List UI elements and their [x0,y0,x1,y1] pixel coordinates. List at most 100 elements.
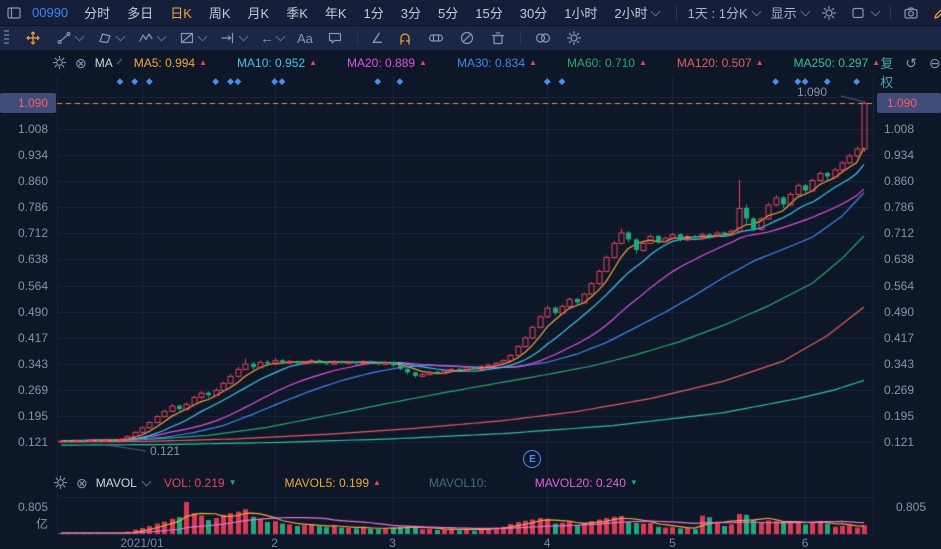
undo-icon[interactable]: ↺ [905,54,917,71]
event-marker-icon[interactable]: ◆ [374,76,382,86]
ma-chip-ma5[interactable]: MA5: 0.994 ▲ [134,56,207,70]
layout-window-icon[interactable] [6,4,22,22]
chevron-down-icon [751,6,762,16]
ma-settings-gear-icon[interactable] [52,55,67,71]
ma-chip-ma20[interactable]: MA20: 0.889 ▲ [347,56,427,70]
price-axis-label: 0.121 [17,435,48,449]
period-tab-1小时[interactable]: 1小时 [564,6,598,21]
comment-tool-icon[interactable] [326,29,344,47]
top-toolbar-right: 1天 : 1分K 显示 F10 [675,3,941,22]
delete-drawing-icon[interactable] [489,29,507,47]
event-marker-icon[interactable]: ◆ [278,76,286,86]
event-marker-icon[interactable]: ◆ [543,76,551,86]
price-axis-label: 0.860 [884,174,915,189]
event-marker-icon[interactable]: ◆ [212,76,220,86]
aggregation-select[interactable]: 1天 : 1分K [688,3,762,22]
draw-settings-gear-icon[interactable] [565,29,583,47]
period-tab-30分[interactable]: 30分 [519,6,548,21]
event-marker-icon[interactable]: ◆ [116,76,124,86]
ma-chip-ma30[interactable]: MA30: 0.834 ▲ [457,56,537,70]
event-marker-icon[interactable]: ◆ [801,76,809,86]
period-tab-季K[interactable]: 季K [286,6,308,21]
zoom-out-icon[interactable]: ⊖ [928,54,941,71]
event-marker-icon[interactable]: ◆ [396,76,404,86]
chart-settings-gear-icon[interactable] [820,4,838,22]
vol-chip-mavol5[interactable]: MAVOL5: 0.199 ▲ [285,476,381,490]
candle-style-icon [849,4,867,22]
ma-close-icon[interactable]: ⊗ [75,54,87,71]
vol-chip-mavol10[interactable]: MAVOL10: [429,476,487,490]
chevron-down-icon [197,31,208,42]
band-tool-icon[interactable] [427,29,445,47]
wave-tool[interactable] [137,29,167,47]
chevron-down-icon [275,31,286,42]
vol-chip-vol[interactable]: VOL: 0.219 ▼ [164,476,237,490]
indicator-value: MAVOL5: 0.199 [284,475,370,490]
ma-chip-ma10[interactable]: MA10: 0.952 ▲ [237,56,317,70]
arrow-tool[interactable]: ← [260,31,286,45]
angle-tool-icon[interactable]: ∠ [370,30,384,46]
pencil-icon[interactable] [931,4,941,22]
camera-icon[interactable] [902,4,920,22]
event-marker-icon[interactable]: ◆ [823,76,831,86]
period-tab-15分[interactable]: 15分 [475,6,503,21]
period-tab-3分[interactable]: 3分 [400,6,422,21]
low-price-label: 0.121 [150,444,181,458]
event-marker-icon[interactable]: ◆ [131,76,139,86]
period-tab-日K[interactable]: 日K [170,6,192,21]
ma-indicator-name[interactable]: MA [94,55,113,70]
vol-close-icon[interactable]: ⊗ [76,474,88,491]
vol-settings-gear-icon[interactable] [52,475,68,491]
period-tab-多日[interactable]: 多日 [127,6,154,21]
x-axis-label: 2 [271,536,278,549]
divider [520,31,522,45]
period-tab-分时[interactable]: 分时 [84,6,111,21]
gann-tool[interactable] [178,29,208,47]
event-marker-icon[interactable]: ◆ [794,76,802,86]
event-marker-icon[interactable]: ◆ [772,76,780,86]
compare-tool-icon[interactable] [534,29,552,47]
display-menu[interactable]: 显示 [771,3,811,22]
price-axis-label: 0.638 [884,252,915,267]
polygon-tool-icon [96,29,114,47]
price-axis-label: 0.269 [17,382,48,397]
event-marker-icon[interactable]: ◆ [558,76,566,86]
price-axis-label: 0.417 [17,330,48,345]
price-axis-label: 0.121 [884,435,915,449]
move-tool-icon[interactable] [24,29,42,47]
period-tab-月K[interactable]: 月K [247,6,270,21]
period-tabs: 分时 多日 日K 周K 月K 季K 年K 1分 3分 5分 15分 30分 1小时 2小时 [84,3,676,22]
trendline-tool[interactable] [55,29,85,47]
disable-draw-icon[interactable] [458,29,476,47]
event-marker-icon[interactable]: ◆ [226,76,234,86]
vol-indicator-name[interactable]: MAVOL [95,475,137,490]
candle-style-select[interactable] [849,4,881,22]
polygon-tool[interactable] [96,29,126,47]
period-tab-周K[interactable]: 周K [208,6,231,21]
vol-chip-mavol20[interactable]: MAVOL20: 0.240 ▼ [535,476,638,490]
price-axis-label: 0.564 [884,278,915,293]
ma-chip-ma250[interactable]: MA250: 0.297 ▲ [794,56,881,70]
event-marker-icon[interactable]: ◆ [234,76,242,86]
period-tab-2小时[interactable]: 2小时 [614,3,661,22]
event-marker-icon[interactable]: ◆ [271,76,279,86]
drag-handle[interactable] [4,30,9,46]
earnings-marker[interactable]: E [523,450,542,468]
ma-chip-ma60[interactable]: MA60: 0.710 ▲ [567,56,647,70]
price-axis-label: 0.490 [884,304,915,319]
ma-chip-ma120[interactable]: MA120: 0.507 ▲ [677,56,764,70]
chevron-down-icon[interactable] [141,476,152,486]
period-tab-年K[interactable]: 年K [324,6,347,21]
text-tool-button[interactable]: Aa [297,30,313,46]
measure-tool[interactable] [219,29,249,47]
event-marker-icon[interactable]: ◆ [145,76,153,86]
event-marker-icon[interactable]: ◆ [853,76,861,86]
stock-code[interactable]: 00990 [32,5,69,20]
chevron-down-icon[interactable] [116,58,123,64]
price-axis-label: 1.008 [884,122,915,137]
up-triangle-icon: ▲ [309,57,317,67]
period-tab-1分[interactable]: 1分 [363,6,384,21]
period-tab-5分[interactable]: 5分 [438,6,459,21]
magnet-tool-icon[interactable] [396,29,414,47]
